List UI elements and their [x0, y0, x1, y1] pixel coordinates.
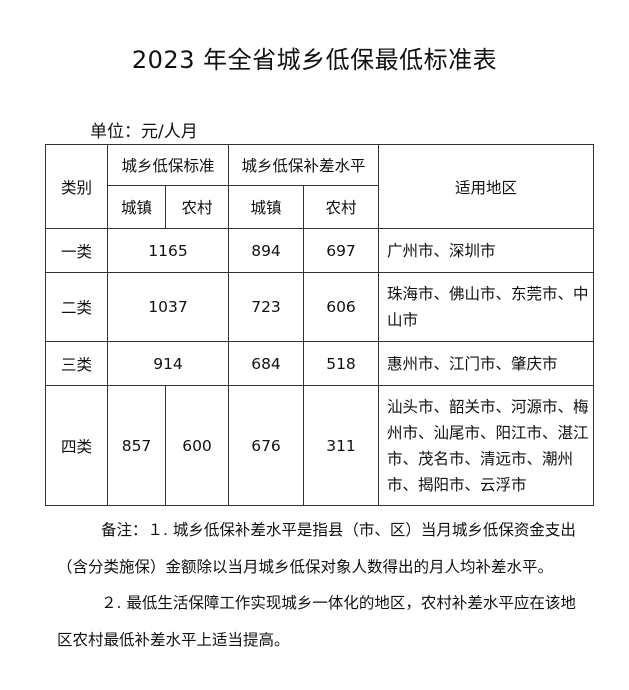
header-category: 类别: [45, 144, 108, 229]
subsidy-rural-cell: 518: [303, 341, 379, 386]
table-row: 一类 1165 894 697 广州市、深圳市: [45, 228, 594, 273]
subsidy-rural-cell: 311: [303, 385, 379, 506]
subheader-row: 城镇 农村 城镇 农村: [46, 185, 594, 229]
subsidy-urban-cell: 894: [228, 228, 304, 273]
region-cell: 广州市、深圳市: [378, 228, 594, 273]
category-cell: 一类: [45, 228, 108, 273]
table-row: 二类 1037 723 606 珠海市、佛山市、东莞市、中山市: [45, 272, 594, 342]
standard-cell: 1037: [107, 272, 229, 342]
category-cell: 二类: [45, 272, 108, 342]
region-cell: 汕头市、韶关市、河源市、梅州市、汕尾市、阳江市、湛江市、茂名市、清远市、潮州市、…: [378, 385, 594, 506]
category-cell: 四类: [45, 385, 108, 506]
standard-cell: 914: [107, 341, 229, 386]
subsidy-urban-cell: 723: [228, 272, 304, 342]
standard-urban-cell: 857: [107, 385, 166, 506]
subsidy-urban-cell: 684: [228, 341, 304, 386]
header-row: 类别 城乡低保标准 城乡低保补差水平 适用地区: [45, 144, 594, 229]
note-2: ２. 最低生活保障工作实现城乡一体化的地区，农村补差水平应在该地区农村最低补差水…: [57, 594, 576, 649]
header-standard-urban: 城镇: [107, 185, 166, 229]
notes: 备注：１. 城乡低保补差水平是指县（市、区）当月城乡低保资金支出（含分类施保）金…: [57, 512, 587, 658]
document-title: 2023 年全省城乡低保最低标准表: [131, 46, 498, 74]
header-standard-rural: 农村: [165, 185, 229, 229]
header-subsidy-rural: 农村: [303, 185, 379, 229]
unit-label: 单位：元/人月: [90, 122, 198, 142]
note-1: 备注：１. 城乡低保补差水平是指县（市、区）当月城乡低保资金支出（含分类施保）金…: [57, 521, 576, 576]
table-row: 三类 914 684 518 惠州市、江门市、肇庆市: [45, 341, 594, 386]
region-cell: 珠海市、佛山市、东莞市、中山市: [378, 272, 594, 342]
header-region: 适用地区: [378, 144, 594, 229]
header-subsidy: 城乡低保补差水平: [228, 144, 379, 186]
subsidy-rural-cell: 606: [303, 272, 379, 342]
standard-cell: 1165: [107, 228, 229, 273]
header-standard: 城乡低保标准: [107, 144, 229, 186]
table-row: 四类 857 600 676 311 汕头市、韶关市、河源市、梅州市、汕尾市、阳…: [45, 385, 594, 506]
standard-rural-cell: 600: [165, 385, 229, 506]
subsidy-urban-cell: 676: [228, 385, 304, 506]
region-cell: 惠州市、江门市、肇庆市: [378, 341, 594, 386]
standards-table: 类别 城乡低保标准 城乡低保补差水平 适用地区 城镇 农村 城镇 农村 一类 1…: [45, 144, 594, 506]
subsidy-rural-cell: 697: [303, 228, 379, 273]
category-cell: 三类: [45, 341, 108, 386]
header-subsidy-urban: 城镇: [228, 185, 304, 229]
